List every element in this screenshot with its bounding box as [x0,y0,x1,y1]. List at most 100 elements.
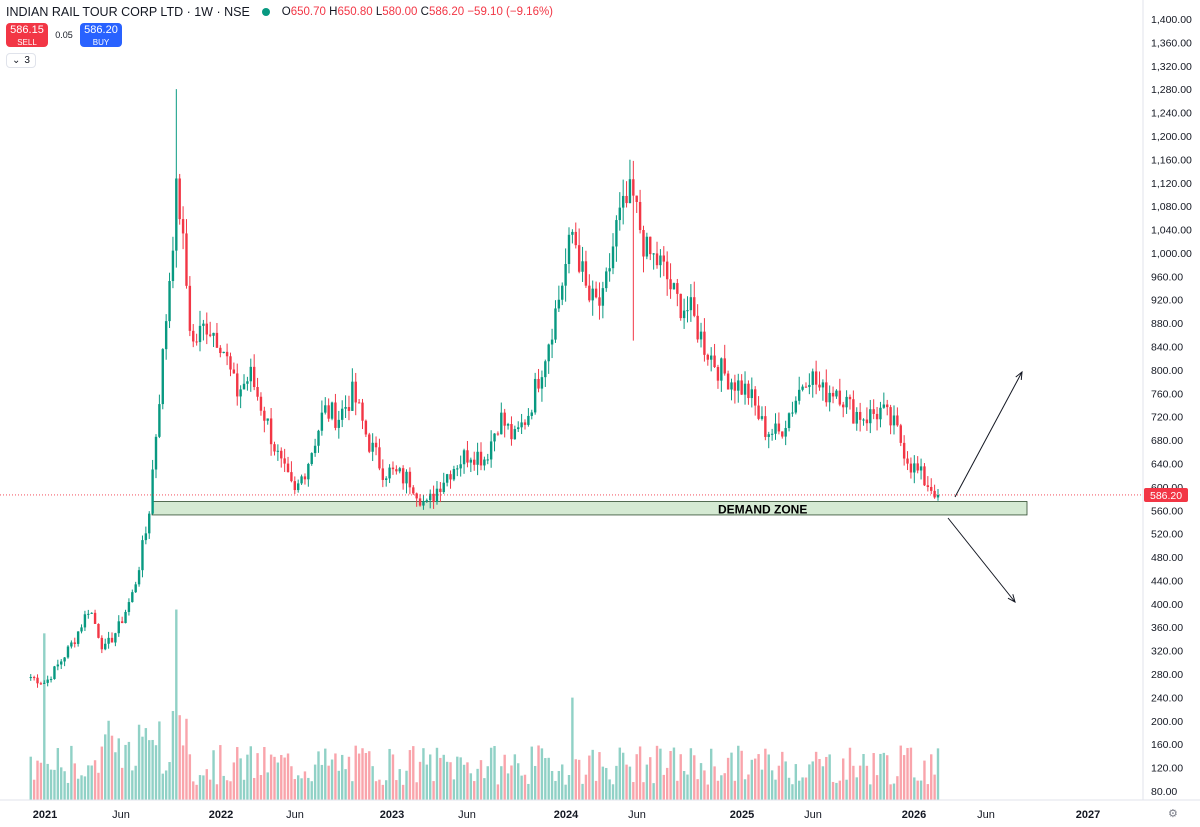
price-axis-label: 1,320.00 [1151,61,1192,73]
volume-bar [283,757,286,800]
price-axis-label: 400.00 [1151,599,1183,611]
candle-body [198,325,202,343]
volume-bar [246,754,249,800]
volume-bar [645,764,649,800]
volume-bar [909,747,913,800]
volume-bar [500,766,503,800]
candle-body [774,423,777,434]
candle-body [36,677,39,684]
candle-body [405,471,408,484]
candle-body [208,334,212,336]
projection-arrows[interactable] [947,370,1023,604]
candle-body [784,428,787,437]
candle-body [835,390,838,397]
candle-body [540,377,544,389]
volume-bar [263,747,266,800]
candle-body [100,637,104,650]
time-axis-label: Jun [804,809,822,821]
gear-icon[interactable]: ⚙ [1168,808,1178,820]
candle-body [554,308,557,340]
candle-body [875,413,879,420]
volume-bar [32,779,36,800]
candle-body [395,469,398,472]
volume-bar [344,769,347,800]
candle-body [327,405,330,419]
candle-body [523,422,527,425]
candle-body [537,378,540,389]
trend-arrow [954,371,1023,498]
time-axis-label: 2025 [730,809,754,821]
candle-body [181,219,185,234]
candle-body [296,483,300,491]
volume-bar [340,754,344,800]
volume-bar [743,779,747,800]
candle-body [845,396,848,408]
volume-bar [114,752,117,800]
candle-body [879,407,882,420]
volume-bar [215,784,219,800]
price-axis-label: 720.00 [1151,412,1183,424]
indicators-toggle[interactable]: ⌄ 3 [6,53,36,68]
volume-bar [405,770,408,800]
volume-bar [361,748,364,800]
candle-body [435,488,439,502]
candle-body [527,415,530,425]
candle-body [161,349,164,405]
candle-body [496,433,500,435]
candle-body [906,458,909,464]
volume-bar [252,777,256,800]
candle-body [273,444,276,452]
volume-bar [676,780,679,800]
candle-body [577,245,581,272]
candle-body [740,380,743,395]
volume-bar [303,771,307,800]
candle-body [561,285,564,300]
price-axis[interactable]: 1,400.00 1,360.00 1,320.00 1,280.00 1,240.00… [1142,0,1192,800]
volume-bar [659,748,662,800]
candle-body [777,423,781,432]
candle-body [814,371,818,385]
candle-body [520,422,523,428]
volume-bar [625,764,628,800]
candle-body [486,459,489,461]
volume-bar [726,757,730,800]
volume-bar [205,769,208,800]
candle-body [872,409,875,414]
price-axis-label: 160.00 [1151,739,1183,751]
candle-body [730,382,733,390]
volume-bar [496,784,500,800]
volume-bar [557,770,561,800]
candle-body [256,387,259,397]
change-value: −59.10 (−9.16%) [467,6,554,18]
candle-body [63,657,66,662]
time-axis-label: 2024 [554,809,579,821]
candle-body [456,468,459,470]
current-price-tag-text: 586.20 [1150,490,1182,502]
candle-body [259,396,263,411]
volume-bar [919,780,923,800]
volume-bar [435,747,439,800]
volume-bar [760,769,764,800]
volume-bar [737,745,740,800]
buy-button[interactable]: 586.20 BUY [80,23,122,47]
candle-body [913,463,916,473]
symbol-title[interactable]: INDIAN RAIL TOUR CORP LTD · 1W · NSE [6,5,250,19]
candle-body [513,429,517,440]
volume-bar [503,754,506,800]
candlesticks [29,89,940,688]
price-axis-label: 440.00 [1151,575,1183,587]
volume-bar [767,754,770,800]
candle-body [638,201,642,231]
volume-bar [682,770,686,800]
candle-body [347,407,351,411]
candle-body [737,380,740,391]
sell-button[interactable]: 586.15 SELL [6,23,48,47]
volume-bar [831,781,835,800]
volume-bar [845,779,848,800]
price-axis-label: 680.00 [1151,435,1183,447]
demand-zone-box[interactable] [151,501,1028,516]
candle-body [134,584,137,593]
time-axis[interactable]: 2021 Jun 2022 Jun 2023 Jun 2024 Jun 2025 Jun 2026 J… [0,799,1200,821]
volume-bar [621,752,625,800]
